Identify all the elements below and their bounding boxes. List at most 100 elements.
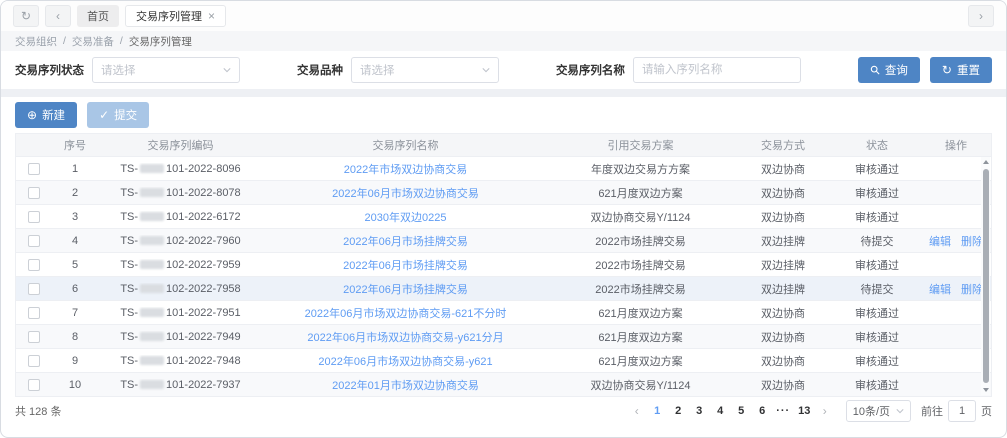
cell-plan: 621月度双边方案 — [598, 187, 683, 200]
create-button[interactable]: ⊕ 新建 — [15, 102, 78, 128]
delete-link[interactable]: 删除 — [961, 235, 983, 248]
back-icon[interactable]: ‹ — [45, 5, 71, 27]
table-row: 4 TS- 102-2022-7960 2022年06月市场挂牌交易 2022市场挂牌交… — [16, 228, 991, 252]
code-suffix: 101-2022-8096 — [166, 162, 241, 175]
refresh-icon[interactable]: ↻ — [13, 5, 39, 27]
forward-icon[interactable]: › — [968, 5, 994, 27]
row-checkbox[interactable] — [28, 234, 40, 247]
sequence-name-link[interactable]: 2022年市场双边协商交易 — [343, 163, 468, 176]
search-button[interactable]: 查询 — [857, 57, 920, 83]
sequence-name-link[interactable]: 2022年06月市场双边协商交易-621不分时 — [304, 307, 507, 320]
cell-mode: 双边协商 — [761, 307, 805, 320]
header-name: 交易序列名称 — [372, 140, 439, 152]
cell-select — [16, 210, 52, 223]
page-number[interactable]: 5 — [738, 405, 745, 417]
code-prefix: TS- — [120, 330, 139, 343]
cell-name: 2022年市场双边协商交易 — [263, 161, 548, 177]
table-row: 10 TS- 101-2022-7937 2022年01月市场双边协商交易 双边协商交易… — [16, 372, 991, 396]
code-prefix: TS- — [120, 186, 139, 199]
data-table: 序号 交易序列编码 交易序列名称 引用交易方案 交易方式 状态 操作 1 TS- 1… — [15, 133, 992, 397]
breadcrumb-item-preparation[interactable]: 交易准备 — [71, 35, 114, 48]
page-number[interactable]: 4 — [717, 405, 724, 417]
next-page-icon[interactable]: › — [822, 404, 827, 418]
cell-status: 审核通过 — [855, 211, 899, 224]
cell-actions: 编辑 删除 — [921, 281, 991, 297]
breadcrumb-item-organization[interactable]: 交易组织 — [15, 35, 57, 48]
redacted-code-segment — [140, 212, 165, 221]
sequence-name-link[interactable]: 2022年01月市场双边协商交易 — [332, 379, 479, 392]
cell-code: TS- 101-2022-7937 — [98, 379, 263, 391]
row-checkbox[interactable] — [28, 306, 40, 319]
page-size-select[interactable]: 10条/页 — [845, 400, 911, 422]
cell-code: TS- 101-2022-8096 — [98, 163, 263, 175]
table-footer: 共 128 条 ‹ 1 2 3 4 5 6 ··· 13 › 10条/页 前往 页 — [15, 397, 992, 425]
chevron-down-icon — [896, 409, 904, 414]
cell-no: 4 — [71, 234, 79, 247]
row-checkbox[interactable] — [28, 258, 40, 271]
sequence-name-link[interactable]: 2022年06月市场双边协商交易 — [332, 187, 479, 200]
header-actions: 操作 — [945, 140, 967, 152]
scrollbar-thumb[interactable] — [982, 169, 989, 383]
row-checkbox[interactable] — [28, 330, 40, 343]
header-status: 状态 — [866, 140, 888, 152]
redacted-code-segment — [140, 332, 165, 341]
row-checkbox[interactable] — [28, 282, 40, 295]
row-checkbox[interactable] — [28, 354, 40, 367]
page-number[interactable]: 2 — [675, 405, 682, 417]
variety-select-placeholder: 请选择 — [359, 65, 395, 77]
page-number[interactable]: 1 — [654, 405, 661, 417]
row-checkbox[interactable] — [28, 378, 40, 391]
chevron-down-icon — [482, 68, 490, 73]
breadcrumb: 交易组织 / 交易准备 / 交易序列管理 — [1, 31, 1006, 51]
page-number[interactable]: 3 — [696, 405, 703, 417]
cell-no: 6 — [71, 282, 79, 295]
scroll-down-icon[interactable] — [982, 388, 989, 392]
code-prefix: TS- — [120, 234, 139, 247]
goto-page: 前往 页 — [921, 400, 992, 422]
sequence-name-input[interactable] — [632, 57, 801, 83]
cell-status: 待提交 — [860, 283, 894, 296]
sequence-name-link[interactable]: 2022年06月市场双边协商交易-y621 — [318, 355, 493, 368]
goto-label: 前往 — [921, 406, 943, 418]
sequence-name-link[interactable]: 2022年06月市场挂牌交易 — [343, 235, 468, 248]
sequence-name-label: 交易序列名称 — [555, 65, 625, 77]
close-icon[interactable]: × — [208, 9, 216, 23]
tab-home-label: 首页 — [87, 11, 109, 23]
cell-status: 审核通过 — [855, 187, 899, 200]
cell-name: 2022年06月市场双边协商交易-y621分月 — [263, 329, 548, 345]
row-checkbox[interactable] — [28, 210, 40, 223]
prev-page-icon[interactable]: ‹ — [634, 404, 639, 418]
submit-button[interactable]: ✓ 提交 — [87, 102, 150, 128]
code-suffix: 101-2022-8078 — [166, 186, 241, 199]
delete-link[interactable]: 删除 — [961, 283, 983, 296]
cell-select — [16, 258, 52, 271]
cell-name: 2022年06月市场挂牌交易 — [263, 281, 548, 297]
goto-page-input[interactable] — [948, 400, 976, 422]
status-select[interactable]: 请选择 — [92, 57, 240, 83]
cell-select — [16, 330, 52, 343]
table-body: 1 TS- 101-2022-8096 2022年市场双边协商交易 年度双边交易方方案双… — [16, 156, 991, 396]
main-content: 交易序列状态 请选择 交易品种 请选择 交易序列名称 — [1, 51, 1006, 425]
variety-label: 交易品种 — [296, 65, 343, 77]
tab-sequence-management[interactable]: 交易序列管理 × — [125, 5, 227, 27]
sequence-name-link[interactable]: 2022年06月市场挂牌交易 — [343, 283, 468, 296]
row-checkbox[interactable] — [28, 162, 40, 175]
page-number[interactable]: 13 — [798, 405, 811, 417]
sequence-name-link[interactable]: 2022年06月市场双边协商交易-y621分月 — [307, 331, 504, 344]
variety-select[interactable]: 请选择 — [350, 57, 499, 83]
row-checkbox[interactable] — [28, 186, 40, 199]
table-scrollbar[interactable] — [981, 157, 990, 395]
scroll-up-icon[interactable] — [982, 160, 989, 164]
edit-link[interactable]: 编辑 — [929, 235, 951, 248]
tab-home[interactable]: 首页 — [77, 5, 119, 27]
sequence-name-link[interactable]: 2022年06月市场挂牌交易 — [343, 259, 468, 272]
edit-link[interactable]: 编辑 — [929, 283, 951, 296]
sequence-name-link[interactable]: 2030年双边0225 — [364, 211, 447, 224]
page-number[interactable]: 6 — [759, 405, 766, 417]
redacted-code-segment — [140, 236, 165, 245]
cell-plan: 双边协商交易Y/1124 — [590, 379, 691, 392]
cell-no: 1 — [71, 162, 79, 175]
reset-button[interactable]: ↻ 重置 — [929, 57, 992, 83]
header-plan: 引用交易方案 — [607, 140, 674, 152]
cell-code: TS- 101-2022-7948 — [98, 355, 263, 367]
